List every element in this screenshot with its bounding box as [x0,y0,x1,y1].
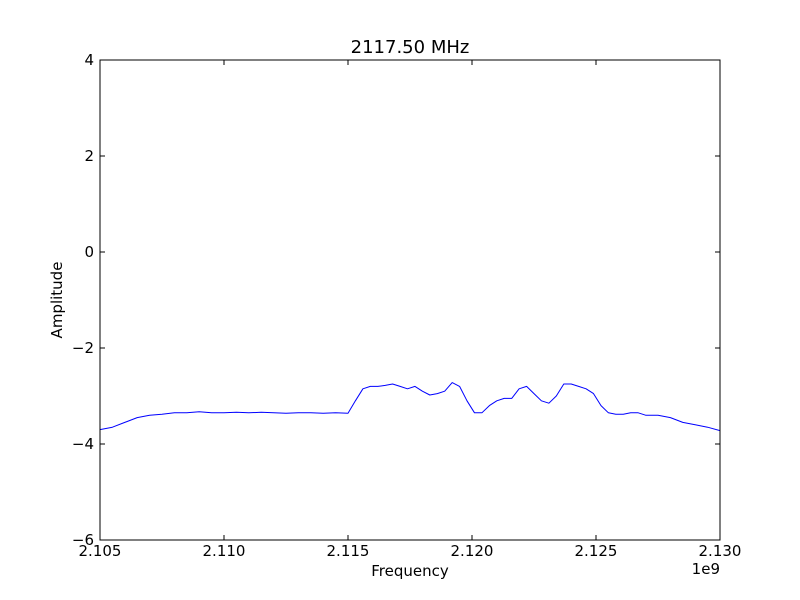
tick-labels: 2.105 2.110 2.115 2.120 2.125 2.130 −6 −4 −2 0 2 4 [72,51,742,560]
plot-area [100,60,720,540]
x-tick-label: 2.110 [203,542,246,560]
x-tick-label: 2.125 [575,542,618,560]
y-tick-label: 2 [84,147,94,165]
x-tick-label: 2.115 [327,542,370,560]
y-tick-label: 4 [84,51,94,69]
x-axis-label: Frequency [371,562,449,580]
x-tick-label: 2.120 [451,542,494,560]
x-offset-label: 1e9 [692,560,720,578]
y-tick-label: −2 [72,339,94,357]
series-layer [99,382,721,432]
y-axis-label: Amplitude [48,262,66,339]
plot-frame [99,59,721,541]
x-tick-label: 2.105 [79,542,122,560]
series-line [99,382,721,432]
y-tick-label: 0 [84,243,94,261]
y-tick-label: −6 [72,531,94,549]
chart-title: 2117.50 MHz [351,37,470,58]
y-tick-label: −4 [72,435,94,453]
x-tick-label: 2.130 [699,542,742,560]
